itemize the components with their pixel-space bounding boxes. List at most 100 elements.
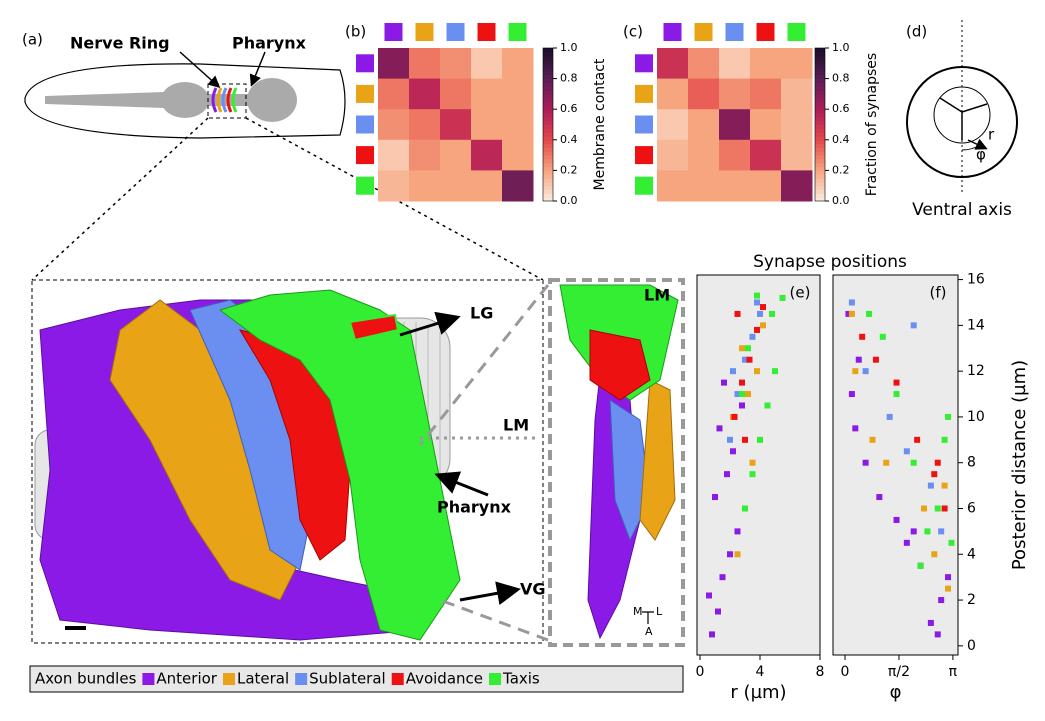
scatter-point [749,333,756,340]
colorbar-tick-label: 0.2 [560,163,578,176]
legend-label: Sublateral [309,670,386,688]
scatter-title: Synapse positions [753,252,907,272]
colorbar-segment [543,86,553,91]
colorbar-segment [815,124,825,129]
scatter-point [893,379,900,386]
heatmap-cell [688,48,720,80]
colorbar-tick-label: 0.0 [560,194,578,207]
scatter-point [730,448,736,455]
colorbar-segment [815,116,825,122]
scatter-point [934,505,941,512]
y-tick-label: 6 [967,500,976,516]
colorbar-segment [543,181,553,187]
colorbar-label: Membrane contact [592,58,608,190]
colorbar-segment [543,67,553,72]
scatter-point [706,592,712,599]
category-swatch [446,23,465,41]
category-swatch [635,54,653,73]
colorbar-segment [815,93,825,99]
scatter-point [859,333,866,340]
colorbar-segment [815,178,825,183]
x-tick-label: 0 [841,664,850,680]
scatter-point [730,368,736,375]
scatter-point [715,608,721,615]
colorbar-segment [815,170,825,175]
category-swatch [756,23,775,41]
colorbar-segment [815,70,825,76]
colorbar-segment [543,63,553,68]
colorbar-segment [543,178,553,183]
scatter-point [772,368,778,375]
scatter-point [734,391,741,398]
colorbar-segment [815,82,825,87]
legend-label: Avoidance [406,670,483,688]
scatter-point [948,539,955,546]
colorbar-segment [543,132,553,137]
colorbar-segment [815,74,825,80]
colorbar-segment [815,181,825,187]
colorbar-segment [543,48,553,53]
category-swatch [694,23,713,41]
colorbar-segment [543,158,553,164]
x-tick-label: π [949,664,958,680]
colorbar-segment [543,189,553,194]
colorbar-segment [815,101,825,106]
colorbar-segment [815,97,825,103]
scatter-point [764,402,771,409]
colorbar-segment [815,59,825,64]
heatmap-cell [781,109,813,141]
y-tick-label: 16 [967,272,985,288]
heatmap-cell [657,170,689,202]
colorbar-segment [543,105,553,110]
legend-label: Taxis [502,670,540,688]
scatter-point [914,436,921,443]
heatmap-cell [781,139,813,171]
colorbar-segment [543,197,553,202]
scatter-point [848,299,855,306]
render-label: Pharynx [437,498,512,517]
scatter-point [883,459,890,466]
scatter-point [934,459,941,466]
colorbar-segment [543,55,553,60]
scatter-point [903,448,910,455]
heatmap-cell [688,78,720,110]
category-swatch [635,176,653,195]
scatter-point [886,413,893,420]
axis-diagram-label: φ [976,146,986,164]
heatmap-cell [440,48,472,80]
colorbar-segment [815,90,825,95]
heatmap-cell [502,139,534,171]
scatter-point [934,631,941,638]
scatter-point [754,292,760,299]
scatter-point [910,322,917,329]
category-swatch [663,23,682,41]
heatmap-cell [657,48,689,80]
colorbar-segment [815,193,825,198]
heatmap-cell [719,109,751,141]
colorbar-segment [815,109,825,114]
heatmap-cell [378,109,410,141]
colorbar-segment [815,120,825,125]
scatter-point [879,333,886,340]
x-axis-label: φ [890,682,902,703]
cross-section-render [548,278,685,647]
colorbar-segment [815,197,825,202]
colorbar-segment [543,143,553,148]
heatmap-cell [378,170,410,202]
heatmap-cell [781,170,813,202]
worm-label: Nerve Ring [70,34,170,53]
scatter-point [731,413,738,420]
heatmap-cell [719,139,751,171]
scatter-point [742,505,748,512]
scatter-point [712,494,718,501]
scatter-point [757,436,763,443]
heatmap-cell [471,48,503,80]
scatter-point [876,494,883,501]
heatmap-cell [378,48,410,80]
colorbar-segment [543,139,553,145]
scatter-point [941,436,948,443]
scatter-point [893,391,900,398]
scatter-point [938,528,945,535]
heatmap-cell [688,170,720,202]
colorbar-tick-label: 0.6 [832,102,850,115]
